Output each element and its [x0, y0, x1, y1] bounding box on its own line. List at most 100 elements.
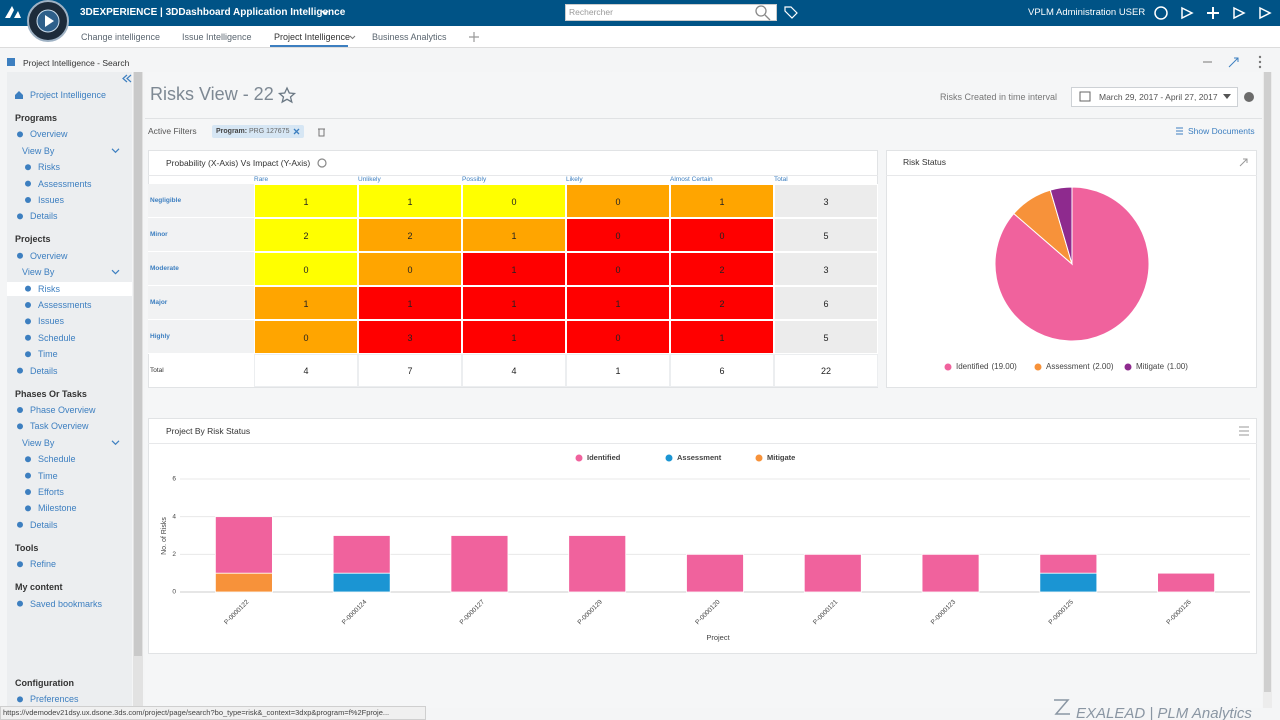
matrix-row-header [148, 218, 254, 252]
brand: 3DEXPERIENCE | 3DDashboard Application I… [80, 7, 346, 18]
sidebar-link[interactable]: Time [38, 470, 58, 481]
show-documents[interactable]: Show Documents [1188, 126, 1255, 136]
watermark: EXALEAD | PLM Analytics [1076, 705, 1252, 720]
matrix-cell[interactable]: 0 [566, 252, 670, 286]
matrix-row-header [148, 286, 254, 320]
view-by-label[interactable]: View By [22, 267, 55, 278]
bar-header-divider [148, 443, 1257, 444]
sidebar-link[interactable]: Risks [38, 283, 60, 294]
matrix-row-total: 3 [774, 184, 878, 218]
sidebar-link[interactable]: Issues [38, 195, 65, 205]
panel-header [0, 55, 1280, 71]
sidebar-link[interactable]: Details [30, 211, 58, 222]
matrix-cell[interactable]: 1 [566, 286, 670, 320]
sidebar-link[interactable]: Assessments [38, 300, 92, 310]
interval-box[interactable] [1071, 87, 1238, 107]
matrix-cell[interactable]: 1 [462, 218, 566, 252]
sidebar-link[interactable]: Task Overview [30, 421, 89, 432]
matrix-cell[interactable]: 0 [254, 252, 358, 286]
status-url: https://vdemodev21dsy.ux.dsone.3ds.com/p… [3, 708, 390, 717]
matrix-cell[interactable]: 1 [254, 184, 358, 218]
matrix-cell[interactable]: 0 [358, 252, 462, 286]
sidebar-link[interactable]: Overview [30, 250, 68, 261]
matrix-column-header: Total [774, 176, 788, 183]
header-divider [145, 118, 1262, 119]
matrix-cell[interactable]: 0 [462, 184, 566, 218]
matrix-cell[interactable]: 2 [670, 252, 774, 286]
chip-key: Program: [216, 128, 248, 135]
matrix-cell[interactable]: 1 [462, 286, 566, 320]
sidebar-link[interactable]: Refine [30, 559, 57, 570]
sidebar-link[interactable]: Phase Overview [30, 405, 96, 415]
matrix-header-divider [148, 175, 878, 176]
interval: March 29, 2017 - April 27, 2017 [1099, 92, 1218, 102]
matrix-row-header [148, 320, 254, 354]
view-by-label[interactable]: View By [22, 145, 55, 156]
matrix-cell[interactable]: 1 [358, 286, 462, 320]
matrix-total-label: Total [150, 367, 164, 374]
matrix-row-total: 6 [774, 286, 878, 320]
bar-card [148, 418, 1257, 654]
matrix-column-header: Unlikely [358, 176, 381, 183]
sidebar-section-title: Phases Or Tasks [15, 388, 87, 399]
filter-chip[interactable]: Program: PRG 127675 [212, 125, 304, 138]
interval-label: Risks Created in time interval [940, 92, 1058, 102]
sidebar-link[interactable]: Saved bookmarks [30, 598, 103, 609]
tab[interactable]: Business Analytics [372, 32, 447, 42]
sidebar-link[interactable]: Milestone [38, 503, 77, 514]
matrix-cell[interactable]: 2 [254, 218, 358, 252]
matrix-cell[interactable]: 3 [358, 320, 462, 354]
matrix-row-label: Highly [150, 333, 170, 340]
matrix-title: Probability (X-Axis) Vs Impact (Y-Axis) [166, 158, 311, 168]
search-box[interactable]: Rechercher [565, 4, 777, 21]
sidebar-link[interactable]: Efforts [38, 487, 64, 497]
user-name[interactable]: VPLM Administration USER [1028, 7, 1146, 18]
matrix-column-total: 22 [774, 354, 878, 387]
sidebar-link[interactable]: Issues [38, 316, 65, 327]
sidebar-section-title: Tools [15, 542, 39, 553]
sidebar-link[interactable]: Details [30, 519, 58, 530]
matrix-cell[interactable]: 1 [462, 252, 566, 286]
matrix-row-label: Minor [150, 231, 168, 238]
matrix-column-header: Likely [566, 176, 583, 183]
matrix-cell[interactable]: 0 [254, 320, 358, 354]
matrix-cell[interactable]: 1 [462, 320, 566, 354]
tab[interactable]: Change intelligence [81, 32, 161, 42]
filters-label: Active Filters [148, 126, 197, 136]
matrix-cell[interactable]: 0 [566, 184, 670, 218]
tab[interactable]: Project Intelligence [274, 32, 351, 42]
matrix-cell[interactable]: 1 [670, 320, 774, 354]
matrix-cell[interactable]: 0 [566, 218, 670, 252]
matrix-cell[interactable]: 0 [566, 320, 670, 354]
matrix-column-header: Rare [254, 176, 269, 183]
matrix-cell[interactable]: 1 [670, 184, 774, 218]
sidebar-link[interactable]: Details [30, 365, 58, 376]
sidebar-link[interactable]: Schedule [38, 332, 76, 343]
sidebar-link[interactable]: Time [38, 349, 58, 360]
matrix-cell[interactable]: 2 [358, 218, 462, 252]
tab[interactable]: Issue Intelligence [182, 32, 252, 42]
sidebar-link[interactable]: Schedule [38, 454, 76, 465]
matrix-column-total: 1 [566, 354, 670, 387]
matrix-row-label: Major [150, 299, 168, 306]
matrix-row-total: 5 [774, 218, 878, 252]
chip-value: PRG 127675 [249, 128, 290, 135]
sidebar-link[interactable]: Project Intelligence [30, 90, 107, 100]
sidebar-section-title: Programs [15, 113, 58, 123]
sidebar-link[interactable]: Assessments [38, 178, 92, 189]
matrix-cell[interactable]: 2 [670, 286, 774, 320]
sidebar-link[interactable]: Overview [30, 129, 68, 140]
matrix-cell[interactable]: 1 [358, 184, 462, 218]
matrix-column-total: 4 [254, 354, 358, 387]
matrix-cell[interactable]: 1 [254, 286, 358, 320]
matrix-column-total: 4 [462, 354, 566, 387]
matrix-cell[interactable]: 0 [670, 218, 774, 252]
active-tab-underline [270, 45, 348, 47]
panel-title: Project Intelligence - Search [23, 58, 130, 68]
matrix-row-header [148, 252, 254, 286]
matrix-row-label: Negligible [150, 197, 182, 204]
sidebar-link[interactable]: Risks [38, 162, 60, 173]
view-by-label[interactable]: View By [22, 437, 55, 448]
sidebar-link[interactable]: Preferences [30, 694, 79, 705]
